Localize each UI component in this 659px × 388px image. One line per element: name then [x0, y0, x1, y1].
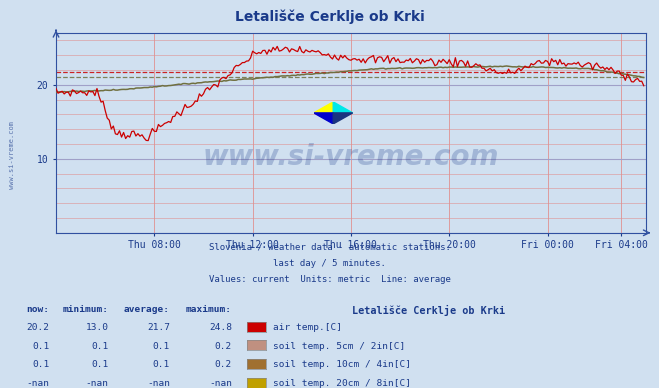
Text: soil temp. 5cm / 2in[C]: soil temp. 5cm / 2in[C]	[273, 342, 406, 351]
Text: 0.1: 0.1	[32, 342, 49, 351]
Text: average:: average:	[124, 305, 170, 314]
Text: Letališče Cerklje ob Krki: Letališče Cerklje ob Krki	[352, 305, 505, 315]
Polygon shape	[333, 102, 353, 113]
Text: 20.2: 20.2	[26, 323, 49, 332]
Text: 0.1: 0.1	[92, 360, 109, 369]
Text: soil temp. 10cm / 4in[C]: soil temp. 10cm / 4in[C]	[273, 360, 411, 369]
Text: 0.2: 0.2	[215, 342, 232, 351]
Text: -nan: -nan	[26, 379, 49, 388]
Text: 0.1: 0.1	[32, 360, 49, 369]
Text: -nan: -nan	[147, 379, 170, 388]
Text: soil temp. 20cm / 8in[C]: soil temp. 20cm / 8in[C]	[273, 379, 411, 388]
Text: Values: current  Units: metric  Line: average: Values: current Units: metric Line: aver…	[208, 275, 451, 284]
Text: 0.1: 0.1	[153, 360, 170, 369]
Text: -nan: -nan	[86, 379, 109, 388]
Text: 21.7: 21.7	[147, 323, 170, 332]
Text: maximum:: maximum:	[186, 305, 232, 314]
Text: minimum:: minimum:	[63, 305, 109, 314]
Text: 13.0: 13.0	[86, 323, 109, 332]
Text: Letališče Cerklje ob Krki: Letališče Cerklje ob Krki	[235, 10, 424, 24]
Text: -nan: -nan	[209, 379, 232, 388]
Text: now:: now:	[26, 305, 49, 314]
Text: 0.1: 0.1	[153, 342, 170, 351]
Text: www.si-vreme.com: www.si-vreme.com	[9, 121, 14, 189]
Polygon shape	[314, 113, 333, 124]
Polygon shape	[314, 102, 333, 113]
Text: air temp.[C]: air temp.[C]	[273, 323, 343, 332]
Text: 0.2: 0.2	[215, 360, 232, 369]
Text: 24.8: 24.8	[209, 323, 232, 332]
Text: last day / 5 minutes.: last day / 5 minutes.	[273, 259, 386, 268]
Text: 0.1: 0.1	[92, 342, 109, 351]
Polygon shape	[333, 113, 353, 124]
Text: Slovenia / weather data - automatic stations.: Slovenia / weather data - automatic stat…	[208, 242, 451, 251]
Text: www.si-vreme.com: www.si-vreme.com	[203, 143, 499, 171]
